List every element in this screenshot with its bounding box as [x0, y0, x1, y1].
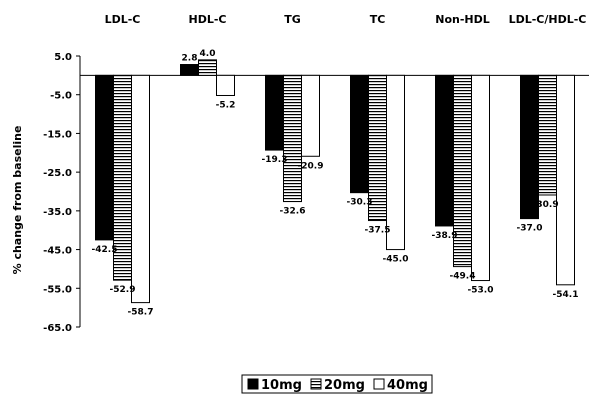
data-label: -52.9 [110, 285, 136, 295]
y-tick-label: -25.0 [43, 168, 72, 179]
bar-10mg [435, 74, 454, 227]
y-tick-label: -65.0 [43, 323, 72, 334]
bar-20mg [283, 74, 302, 203]
legend-label: 10mg [261, 378, 302, 393]
data-label: -38.9 [432, 231, 458, 241]
data-labels: -42.5 -52.9 -58.7 2.8 4.0 -5.2 -19.3 -32.6 -20.9… [92, 49, 579, 318]
legend-swatch [247, 378, 259, 390]
bar-40mg [301, 74, 320, 157]
data-label: -58.7 [128, 308, 154, 318]
bar-10mg [350, 74, 369, 194]
data-label: 30.9 [536, 200, 558, 210]
y-axis-label: % change from baseline [11, 126, 24, 275]
y-tick-label: -5.0 [50, 91, 72, 102]
data-label: -20.9 [298, 161, 324, 171]
category-label: Non-HDL [435, 13, 490, 26]
data-label: -37.5 [365, 226, 391, 236]
y-tick-label: -45.0 [43, 246, 72, 257]
bar-20mg [538, 74, 557, 196]
category-labels: LDL-C HDL-C TG TC Non-HDL LDL-C/HDL-C [105, 13, 587, 26]
category-label: TC [370, 13, 386, 26]
bar-40mg [131, 74, 150, 304]
bar-10mg [180, 64, 199, 76]
category-label: LDL-C/HDL-C [509, 13, 587, 26]
y-tick-label: 5.0 [54, 52, 72, 63]
data-label: -49.4 [450, 272, 476, 282]
data-label: -54.1 [553, 290, 579, 300]
y-axis: 5.0 -5.0 -15.0 -25.0 -35.0 -45.0 -55.0 -65.0 [43, 52, 589, 334]
y-tick-label: -15.0 [43, 129, 72, 140]
bar-40mg [556, 74, 575, 286]
bar-40mg [216, 74, 235, 96]
data-label: 2.8 [182, 54, 198, 64]
data-label: 4.0 [200, 49, 216, 59]
y-tick-label: -55.0 [43, 284, 72, 295]
data-label: -30.3 [347, 198, 373, 208]
data-label: -42.5 [92, 245, 118, 255]
data-label: -5.2 [216, 100, 236, 110]
bar-10mg [520, 74, 539, 220]
legend-swatch [310, 378, 322, 390]
bar-40mg [386, 74, 405, 251]
bar-40mg [471, 74, 490, 282]
legend: 10mg 20mg 40mg [241, 374, 433, 394]
legend-label: 20mg [324, 378, 365, 393]
bar-20mg [198, 59, 217, 76]
bars [95, 59, 575, 304]
data-label: -45.0 [383, 255, 409, 265]
data-label: -32.6 [280, 207, 306, 217]
bar-10mg [265, 74, 284, 151]
category-label: HDL-C [189, 13, 227, 26]
bar-10mg [95, 74, 114, 241]
data-label: -19.3 [262, 155, 288, 165]
data-label: -37.0 [517, 224, 543, 234]
category-label: LDL-C [105, 13, 141, 26]
data-label: -53.0 [468, 286, 494, 296]
y-tick-label: -35.0 [43, 207, 72, 218]
legend-swatch [373, 378, 385, 390]
category-label: TG [284, 13, 301, 26]
legend-label: 40mg [387, 378, 428, 393]
